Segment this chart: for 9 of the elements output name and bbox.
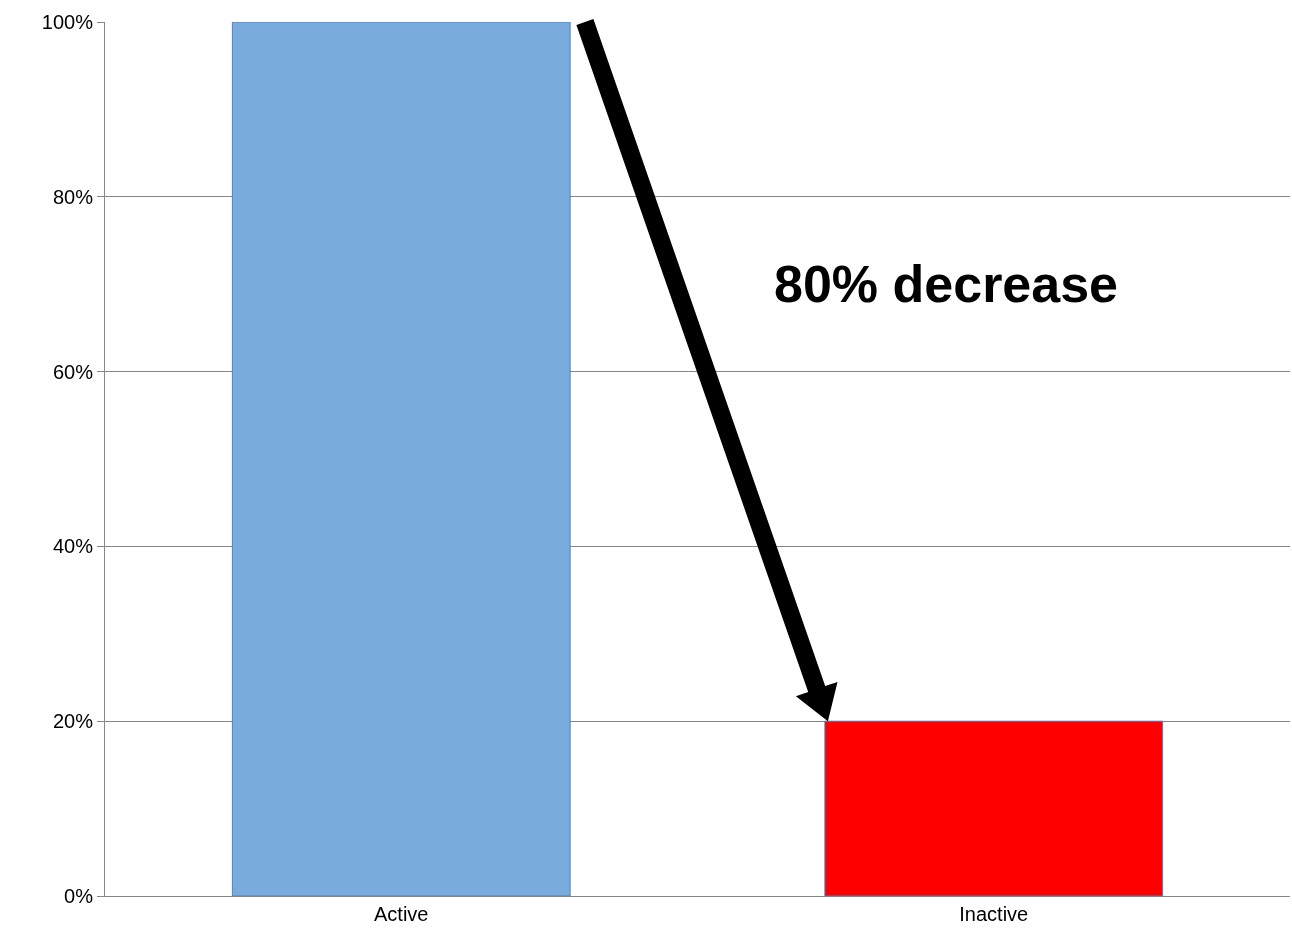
y-tick-label: 60% <box>52 360 94 383</box>
x-tick-label: Inactive <box>959 903 1029 925</box>
y-tick-label: 40% <box>52 535 94 558</box>
y-tick-label: 100% <box>41 11 94 33</box>
y-tick-label: 0% <box>64 885 94 907</box>
y-tick-label: 20% <box>52 710 94 733</box>
y-tick-label: 80% <box>52 185 94 208</box>
annotation: 80% decrease <box>774 255 1119 313</box>
x-tick-label: Active <box>374 903 429 925</box>
